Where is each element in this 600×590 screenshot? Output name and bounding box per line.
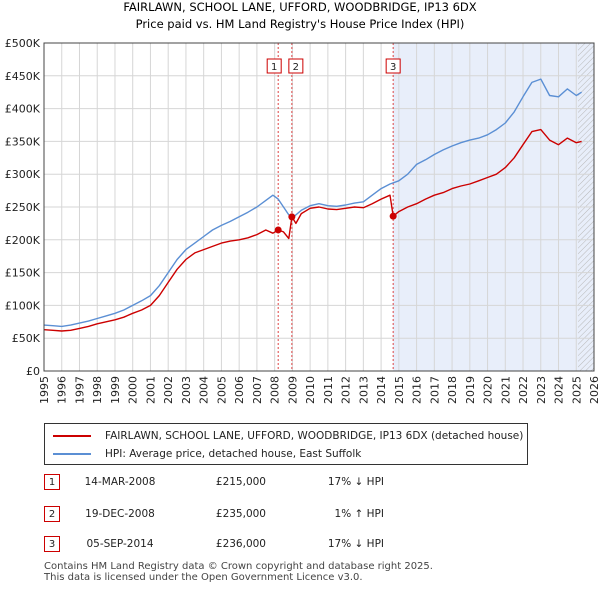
x-tick-label: 2022	[517, 376, 530, 404]
x-tick-label: 2002	[162, 376, 175, 404]
x-tick-label: 2005	[215, 376, 228, 404]
y-tick-label: £200K	[5, 234, 41, 247]
transaction-1-label: 1	[271, 62, 277, 73]
transaction-3-label-box	[385, 58, 401, 74]
transaction-hpi-diff: 1% ↑ HPI	[334, 508, 384, 520]
plot-border	[43, 42, 595, 372]
transaction-3-label: 3	[390, 62, 396, 73]
transaction-hpi-diff: 17% ↓ HPI	[327, 538, 384, 550]
x-tick-label: 2004	[198, 376, 211, 404]
legend-label-hpi: HPI: Average price, detached house, East…	[105, 448, 362, 460]
x-tick-label: 1999	[109, 376, 122, 404]
transaction-hpi-diff: 17% ↓ HPI	[327, 476, 384, 488]
x-tick-label: 2006	[233, 376, 246, 404]
hpi-series-line	[43, 78, 582, 328]
x-tick-label: 2014	[375, 376, 388, 404]
y-tick-label: £100K	[5, 299, 41, 312]
legend-swatch-hpi	[53, 453, 91, 455]
legend-item-hpi: HPI: Average price, detached house, East…	[53, 445, 361, 463]
x-tick-label: 2000	[127, 376, 140, 404]
x-tick-label: 2011	[322, 376, 335, 404]
legend-swatch-property	[53, 435, 91, 437]
x-tick-label: 2026	[588, 376, 600, 404]
transaction-date: 14-MAR-2008	[84, 476, 156, 488]
x-tick-label: 2019	[464, 376, 477, 404]
x-tick-label: 2015	[393, 376, 406, 404]
x-tick-label: 2008	[269, 376, 282, 404]
y-tick-label: £0	[26, 365, 40, 378]
footer-licence: This data is licensed under the Open Gov…	[44, 572, 363, 583]
transaction-2-point	[288, 213, 296, 221]
transaction-price: £235,000	[215, 508, 266, 520]
x-tick-label: 1998	[91, 376, 104, 404]
property-series-line	[43, 128, 582, 332]
y-tick-label: £150K	[5, 267, 41, 280]
transaction-2-label: 2	[293, 62, 299, 73]
x-tick-label: 2023	[535, 376, 548, 404]
x-tick-label: 2001	[144, 376, 157, 404]
x-tick-label: 2017	[428, 376, 441, 404]
x-tick-label: 1995	[38, 376, 51, 404]
transaction-1-point	[274, 226, 282, 234]
transaction-price: £236,000	[215, 538, 266, 550]
transaction-2-label-box	[288, 58, 304, 74]
y-tick-label: £250K	[5, 201, 41, 214]
price-chart: FAIRLAWN, SCHOOL LANE, UFFORD, WOODBRIDG…	[5, 0, 600, 404]
transaction-1-label-box	[266, 58, 282, 74]
x-tick-label: 2020	[482, 376, 495, 404]
chart-title: FAIRLAWN, SCHOOL LANE, UFFORD, WOODBRIDG…	[123, 0, 476, 14]
transaction-number-badge: 1	[44, 474, 60, 490]
footer: Contains HM Land Registry data © Crown c…	[44, 561, 433, 583]
x-tick-label: 2018	[446, 376, 459, 404]
legend-item-property: FAIRLAWN, SCHOOL LANE, UFFORD, WOODBRIDG…	[53, 427, 523, 445]
x-tick-label: 2003	[180, 376, 193, 404]
transaction-3-point	[389, 212, 397, 220]
x-tick-label: 1996	[56, 376, 69, 404]
x-tick-label: 2025	[570, 376, 583, 404]
y-tick-label: £350K	[5, 135, 41, 148]
x-tick-label: 2007	[251, 376, 264, 404]
chart-subtitle: Price paid vs. HM Land Registry's House …	[136, 17, 465, 31]
transaction-number-badge: 3	[44, 536, 60, 552]
y-tick-label: £400K	[5, 103, 41, 116]
x-tick-label: 2016	[411, 376, 424, 404]
x-tick-label: 2013	[357, 376, 370, 404]
legend: FAIRLAWN, SCHOOL LANE, UFFORD, WOODBRIDG…	[44, 423, 528, 465]
transaction-price: £215,000	[215, 476, 266, 488]
x-tick-label: 1997	[73, 376, 86, 404]
legend-label-property: FAIRLAWN, SCHOOL LANE, UFFORD, WOODBRIDG…	[105, 430, 524, 442]
x-tick-label: 2012	[340, 376, 353, 404]
transaction-date: 05-SEP-2014	[86, 538, 154, 550]
y-tick-label: £450K	[5, 70, 41, 83]
y-tick-label: £500K	[5, 37, 41, 50]
x-tick-label: 2021	[499, 376, 512, 404]
y-tick-label: £50K	[12, 332, 41, 345]
transaction-date: 19-DEC-2008	[85, 508, 155, 520]
x-tick-label: 2010	[304, 376, 317, 404]
x-tick-label: 2009	[286, 376, 299, 404]
x-tick-label: 2024	[553, 376, 566, 404]
y-tick-label: £300K	[5, 168, 41, 181]
footer-copyright: Contains HM Land Registry data © Crown c…	[44, 561, 433, 572]
transaction-number-badge: 2	[44, 506, 60, 522]
